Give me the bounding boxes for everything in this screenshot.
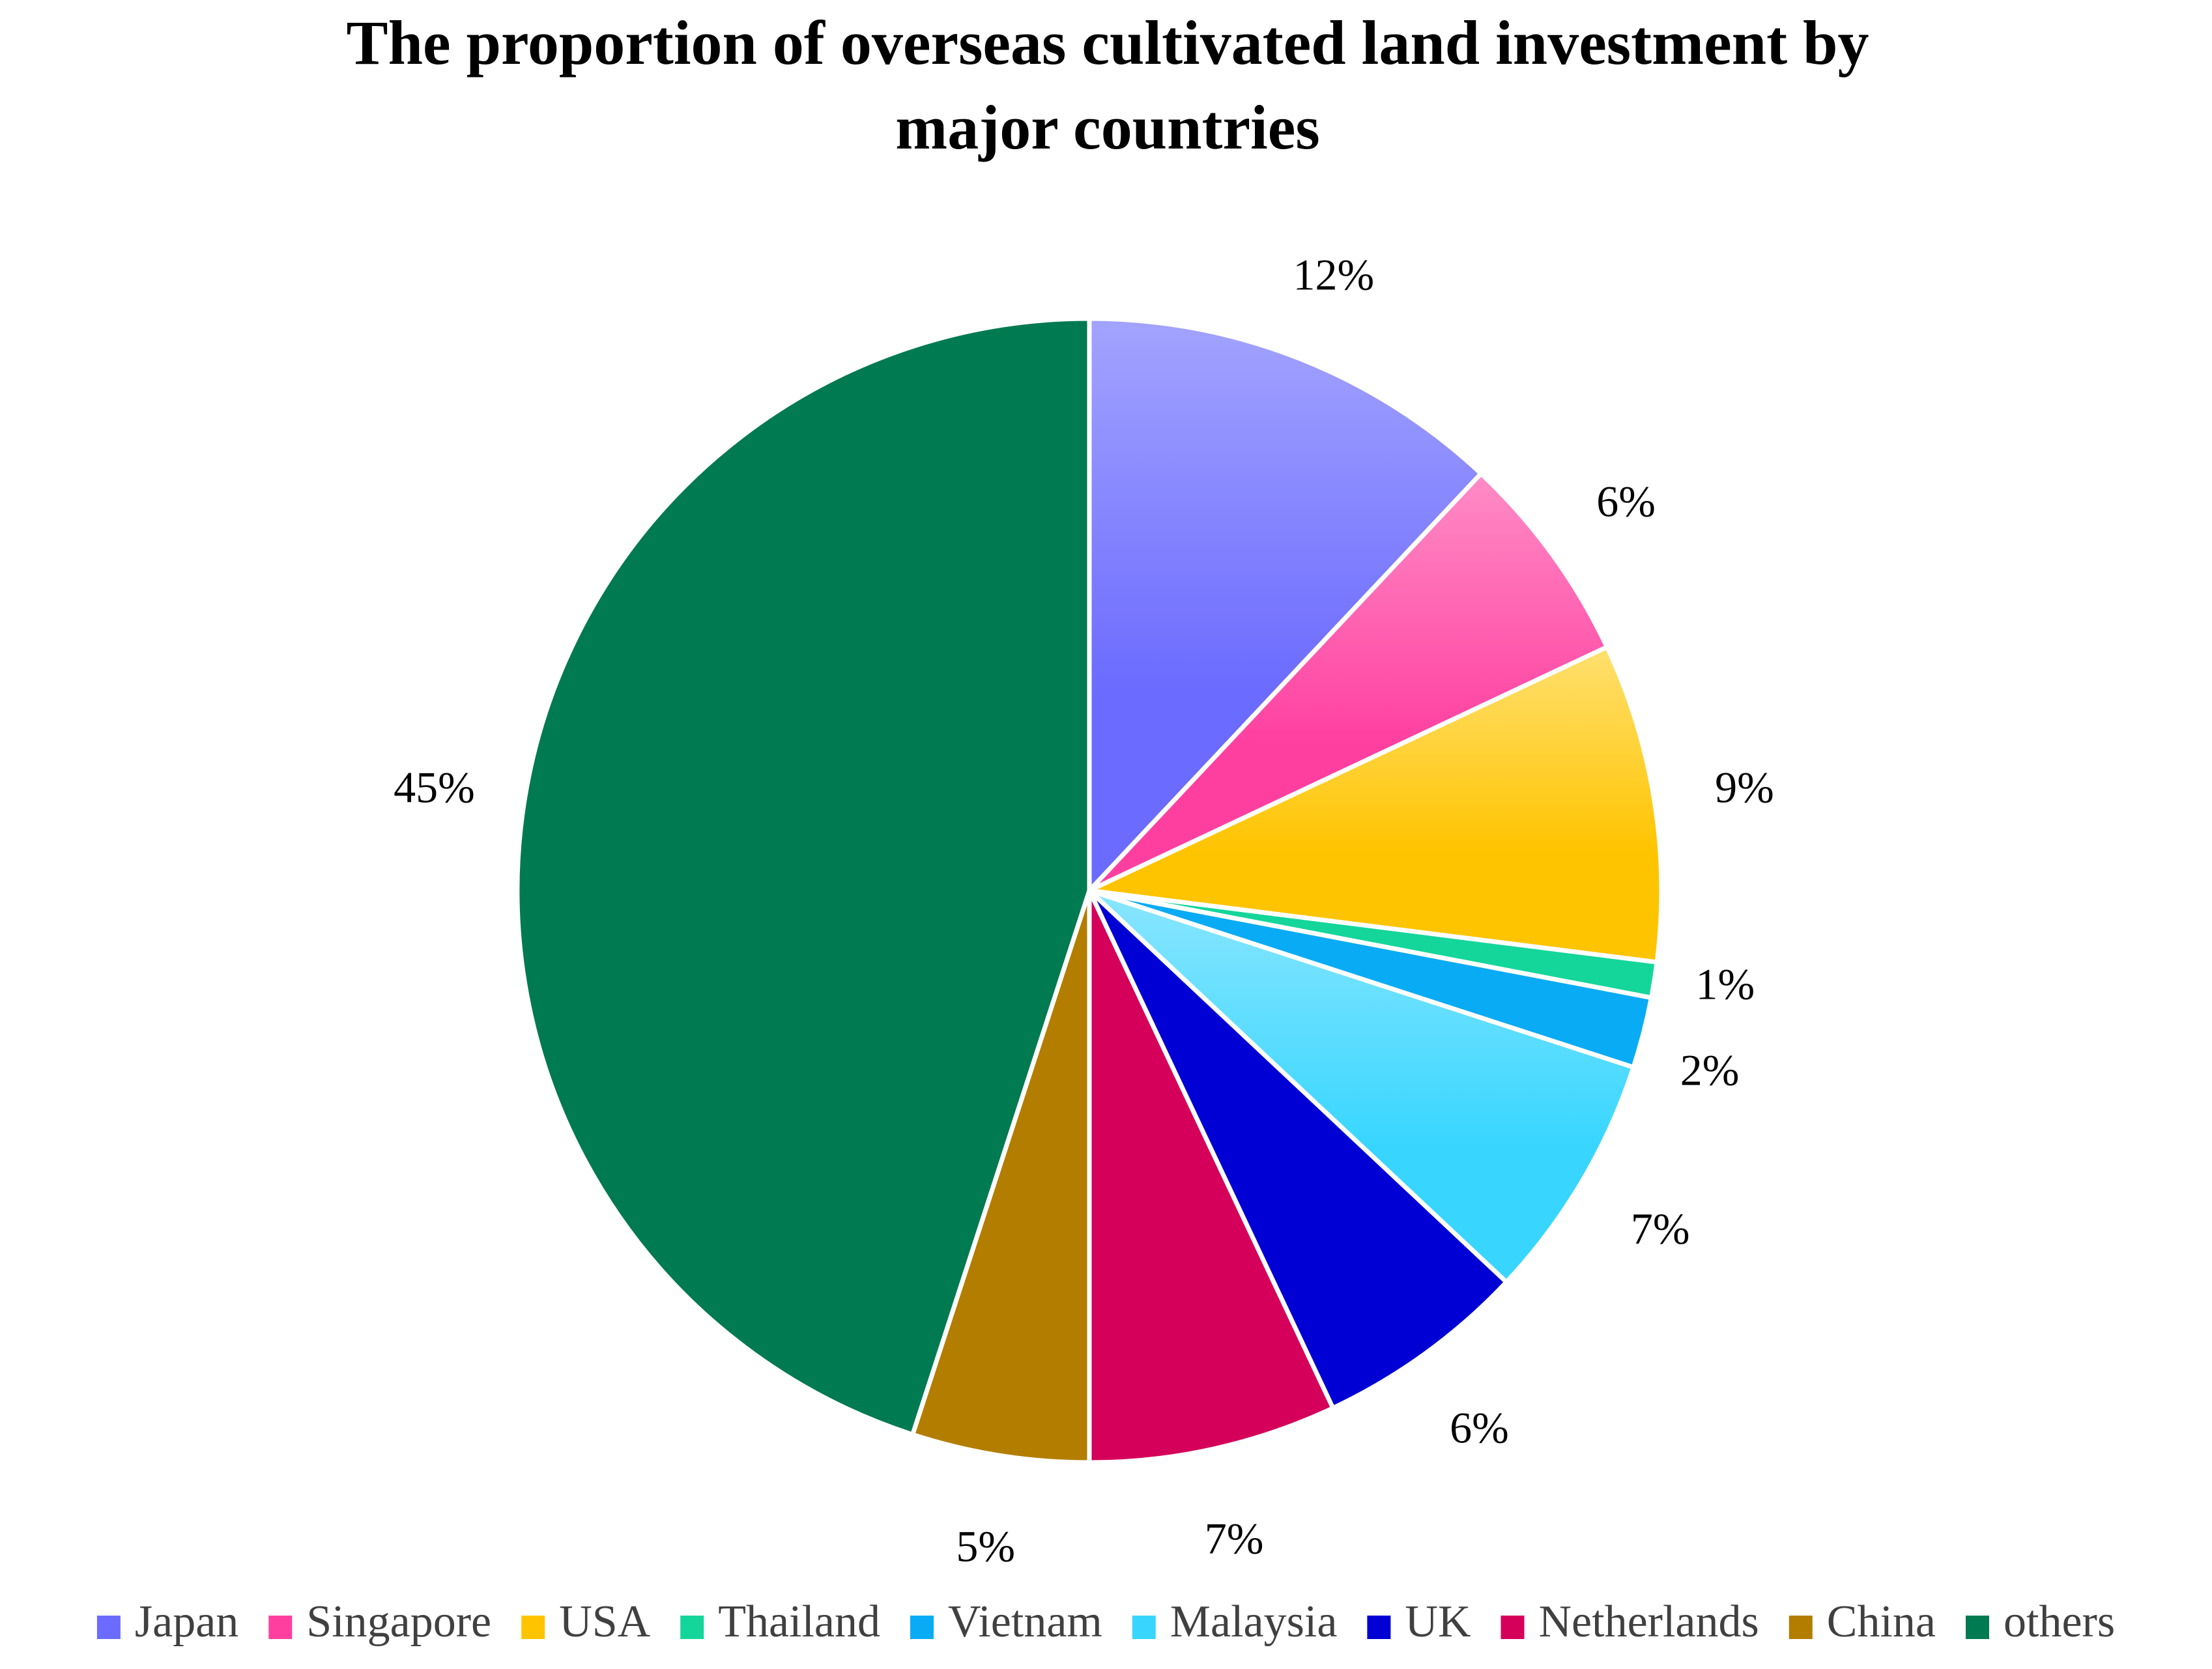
pie-slice-uk — [1087, 888, 1509, 1410]
legend-swatch-singapore — [268, 1616, 293, 1639]
slice-labels: 12% 6% 9% 1% 2% 7% 6% 7% 5% 45% — [394, 250, 1774, 1571]
pie-slice-others — [515, 316, 1092, 1437]
slice-label-netherlands: 7% — [1205, 1514, 1264, 1563]
chart-title-line: The proportion of overseas cultivated la… — [347, 8, 1869, 78]
legend-label-malaysia: Malaysia — [1170, 1597, 1338, 1647]
legend-swatch-usa — [521, 1616, 545, 1639]
chart-title: The proportion of overseas cultivated la… — [347, 8, 1869, 162]
legend-swatch-thailand — [680, 1616, 704, 1639]
slice-label-thailand: 1% — [1695, 960, 1755, 1009]
slice-label-china: 5% — [956, 1522, 1015, 1571]
chart-title-line: major countries — [895, 93, 1319, 162]
slice-label-japan: 12% — [1293, 250, 1374, 300]
pie-slice-netherlands — [1087, 888, 1336, 1465]
slice-label-vietnam: 2% — [1680, 1046, 1740, 1095]
legend-swatch-uk — [1367, 1616, 1391, 1639]
legend-swatch-malaysia — [1132, 1616, 1156, 1639]
legend-label-thailand: Thailand — [718, 1597, 880, 1647]
legend-label-china: China — [1827, 1597, 1936, 1647]
pie-slice-singapore — [1087, 471, 1609, 893]
slice-label-others: 45% — [394, 763, 475, 812]
legend-swatch-netherlands — [1501, 1616, 1525, 1639]
legend-label-others: others — [2004, 1597, 2115, 1647]
legend-swatch-japan — [96, 1616, 121, 1639]
slice-label-singapore: 6% — [1596, 477, 1656, 526]
slice-label-usa: 9% — [1715, 763, 1774, 812]
pie-slices — [515, 316, 1664, 1465]
legend-swatch-china — [1788, 1616, 1813, 1639]
legend-swatch-others — [1966, 1616, 1989, 1639]
pie-slice-japan — [1087, 316, 1484, 893]
legend-label-netherlands: Netherlands — [1539, 1597, 1759, 1647]
pie-slice-usa — [1087, 644, 1664, 965]
legend-label-usa: USA — [559, 1597, 650, 1647]
legend-label-japan: Japan — [135, 1597, 238, 1647]
pie-slice-malaysia — [1087, 888, 1636, 1285]
slice-label-malaysia: 7% — [1631, 1204, 1690, 1253]
legend: Japan Singapore USA Thailand Vietnam Malaysia… — [96, 1597, 2115, 1647]
slice-label-uk: 6% — [1450, 1403, 1509, 1453]
legend-label-uk: UK — [1405, 1597, 1471, 1647]
legend-label-vietnam: Vietnam — [948, 1597, 1102, 1647]
legend-swatch-vietnam — [910, 1616, 934, 1639]
legend-label-singapore: Singapore — [306, 1597, 491, 1647]
